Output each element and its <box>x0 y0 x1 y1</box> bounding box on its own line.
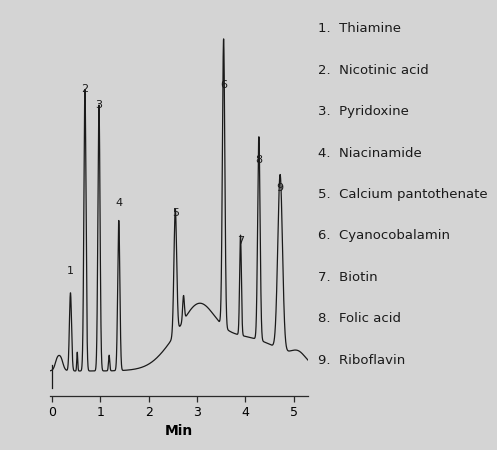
Text: 2.  Nicotinic acid: 2. Nicotinic acid <box>318 64 429 77</box>
X-axis label: Min: Min <box>165 423 193 437</box>
Text: 5: 5 <box>172 208 179 218</box>
Text: 7: 7 <box>237 236 244 246</box>
Text: 8: 8 <box>255 155 262 165</box>
Text: 8.  Folic acid: 8. Folic acid <box>318 312 401 325</box>
Text: 6: 6 <box>220 80 227 90</box>
Text: 7.  Biotin: 7. Biotin <box>318 271 378 284</box>
Text: 1: 1 <box>67 266 74 275</box>
Text: 5.  Calcium pantothenate: 5. Calcium pantothenate <box>318 188 488 201</box>
Text: 3.  Pyridoxine: 3. Pyridoxine <box>318 105 409 118</box>
Text: 4.  Niacinamide: 4. Niacinamide <box>318 147 422 160</box>
Text: 2: 2 <box>82 84 88 94</box>
Text: 6.  Cyanocobalamin: 6. Cyanocobalamin <box>318 230 450 243</box>
Text: 3: 3 <box>95 100 102 110</box>
Text: 1.  Thiamine: 1. Thiamine <box>318 22 401 36</box>
Text: 9.  Riboflavin: 9. Riboflavin <box>318 354 406 367</box>
Text: 4: 4 <box>115 198 122 208</box>
Text: 9: 9 <box>276 183 284 193</box>
